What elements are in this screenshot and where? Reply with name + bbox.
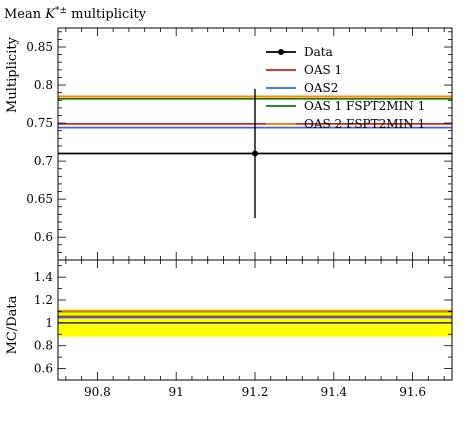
legend-label-oas2: OAS2 [304,81,338,95]
x-tick-label: 91 [169,385,184,399]
legend-label-oas-1-fspt2min-1: OAS 1 FSPT2MIN 1 [304,99,425,113]
legend-data-marker [278,49,284,55]
legend-label-oas-2-fspt2min-1: OAS 2 FSPT2MIN 1 [304,117,425,131]
chart-title-symbol: K [44,7,56,22]
legend-label-oas-1: OAS 1 [304,63,342,77]
ratio-y-tick-label: 1 [45,316,53,330]
chart-title-superscript: *± [55,6,67,16]
legend-label-data: Data [304,45,333,59]
main-y-tick-label: 0.7 [34,154,53,168]
x-tick-label: 91.2 [242,385,269,399]
ratio-y-tick-label: 0.6 [34,362,53,376]
ratio-y-tick-label: 0.8 [34,339,53,353]
main-y-axis-label: Multiplicity [5,36,20,113]
ratio-y-tick-label: 1.2 [34,293,53,307]
data-point-marker [252,150,258,157]
chart-title: Mean K*± multiplicity [4,6,147,22]
x-tick-label: 90.8 [84,385,111,399]
main-y-tick-label: 0.75 [26,116,53,130]
main-y-tick-label: 0.65 [26,192,53,206]
main-y-tick-label: 0.6 [34,230,53,244]
ratio-plot-panel: 0.6 0.8 1 1.2 1.4 90.8 91 91.2 91.4 91.6 [34,259,453,399]
x-tick-label: 91.4 [320,385,347,399]
legend: Data OAS 1 OAS2 OAS 1 FSPT2MIN 1 OAS 2 FSPT2… [266,45,425,131]
ratio-y-axis-label: MC/Data [5,295,20,354]
chart-title-prefix: Mean [4,7,45,22]
main-y-tick-label: 0.85 [26,40,53,54]
x-tick-label: 91.6 [399,385,426,399]
main-plot-panel: 0.6 0.65 0.7 0.75 0.8 0.85 [26,27,453,261]
main-y-tick-label: 0.8 [34,78,53,92]
ratio-y-tick-label: 1.4 [34,270,53,284]
chart-title-suffix: multiplicity [67,7,147,22]
